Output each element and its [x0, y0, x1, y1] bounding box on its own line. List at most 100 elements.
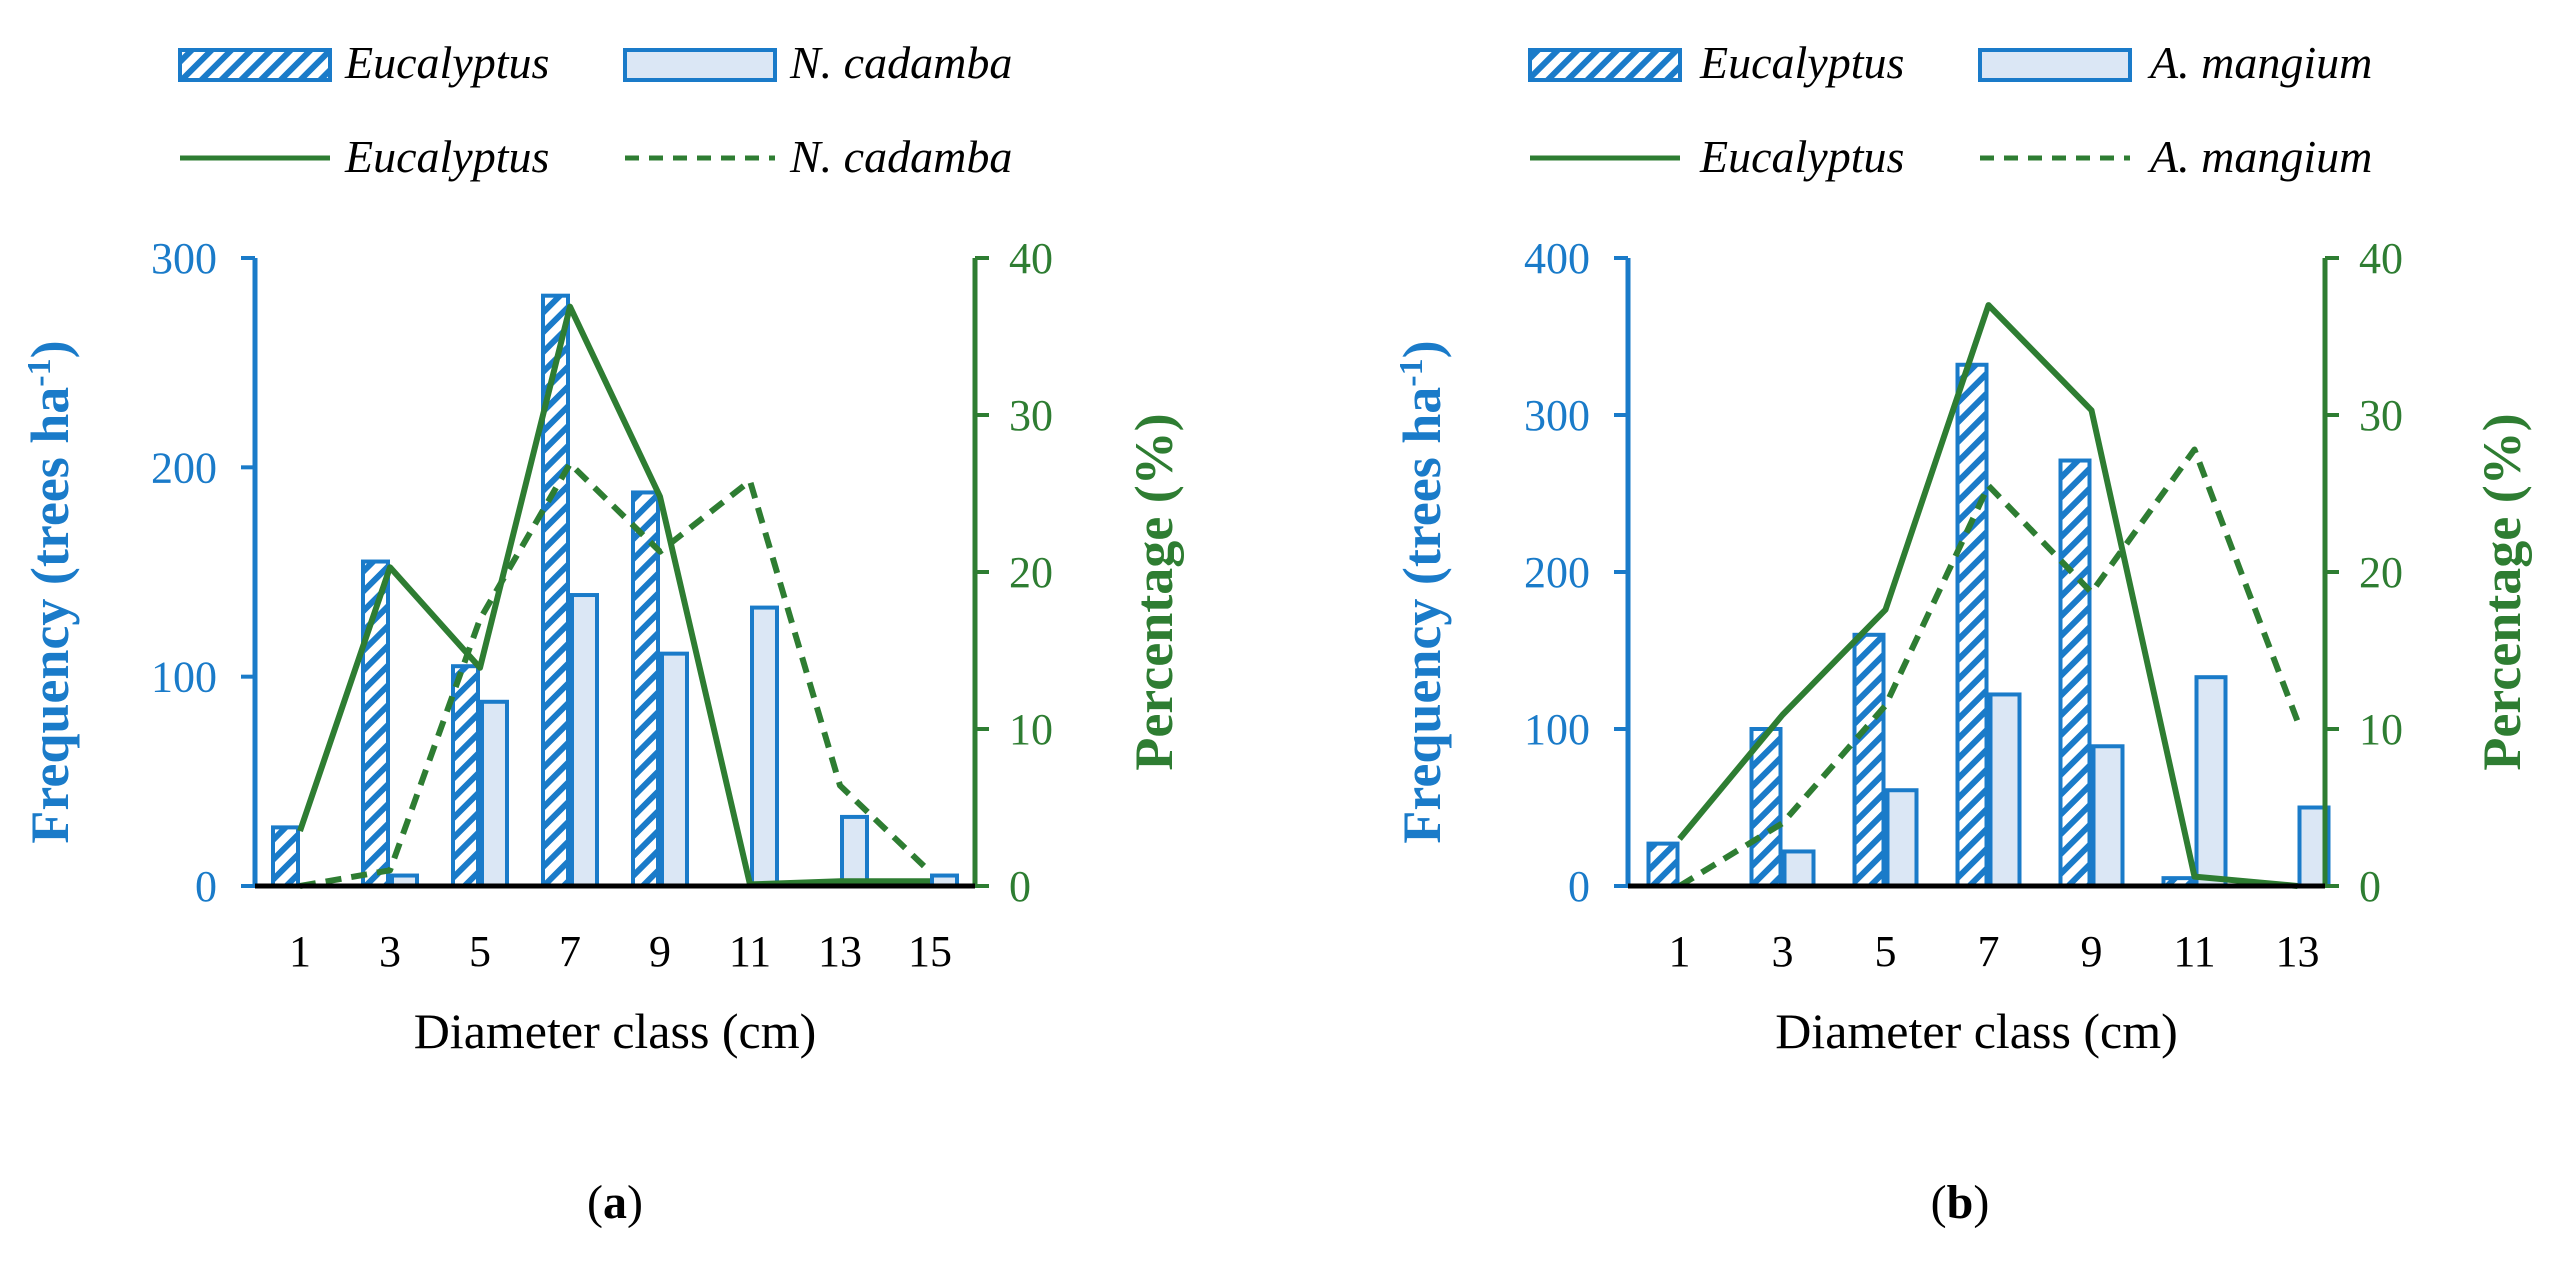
y-axis-title-close: ) [1392, 340, 1452, 358]
legend-label-bar-2: N. cadamba [789, 37, 1012, 88]
bar-series-2-11 [750, 605, 779, 888]
bar-series-1-7 [541, 293, 570, 888]
legend: Eucalyptus N. cadamba Eucalyptus N. cadamba [178, 37, 1012, 182]
panel-label-close: ) [1973, 1176, 1989, 1229]
y-tick-label: 300 [1524, 391, 1590, 440]
y2-axis-title: Percentage (%) [1124, 413, 1184, 770]
y-tick-label: 100 [151, 653, 217, 702]
bar-series-2-5 [1885, 788, 1919, 888]
x-tick-label: 7 [559, 927, 581, 976]
bar-series-1-5 [451, 664, 480, 889]
bar-series-1-7 [1955, 362, 1989, 888]
lines [1677, 302, 2301, 889]
bar-series-2-7 [570, 593, 599, 888]
x-tick-label: 1 [289, 927, 311, 976]
legend-swatch-bar-1 [178, 48, 332, 82]
bar-series-2-9 [2091, 744, 2125, 889]
x-tick-label: 13 [2276, 927, 2320, 976]
y2-tick-label: 0 [2359, 862, 2381, 911]
x-tick-label: 5 [469, 927, 491, 976]
panel-label-close: ) [627, 1176, 643, 1229]
x-tick-label: 3 [379, 927, 401, 976]
bar-series-1-1 [271, 825, 300, 888]
x-tick-label: 9 [649, 927, 671, 976]
legend-swatch-bar-2 [623, 48, 777, 82]
legend-label-bar-2: A. mangium [2147, 37, 2372, 88]
y2-tick-label: 10 [1009, 705, 1053, 754]
y2-tick-label: 0 [1009, 862, 1031, 911]
y2-tick-label: 20 [1009, 548, 1053, 597]
y2-tick-label: 10 [2359, 705, 2403, 754]
legend-label-bar-1: Eucalyptus [1699, 37, 1904, 88]
bar-series-1-1 [1646, 841, 1680, 888]
y2-tick-label: 30 [2359, 391, 2403, 440]
legend-swatch-bar-2 [1978, 48, 2132, 82]
x-axis-title: Diameter class (cm) [1775, 1003, 2178, 1059]
x-tick-label: 3 [1772, 927, 1794, 976]
bar-series-2-7 [1988, 692, 2022, 889]
x-tick-label: 5 [1875, 927, 1897, 976]
y-tick-label: 100 [1524, 705, 1590, 754]
legend: Eucalyptus A. mangium Eucalyptus A. mangium [1528, 37, 2372, 182]
legend-label-line-2: A. mangium [2147, 131, 2372, 182]
y2-tick-label: 40 [1009, 234, 1053, 283]
lines [297, 303, 933, 889]
x-tick-label: 13 [818, 927, 862, 976]
panel-a: Eucalyptus N. cadamba Eucalyptus N. cadamba… [20, 37, 1184, 1229]
panel-label: (a) [587, 1176, 643, 1229]
x-tick-label: 15 [908, 927, 952, 976]
y-axis-title: Frequency (trees ha-1) [20, 340, 80, 843]
bars [271, 293, 959, 889]
y-axis-title: Frequency (trees ha-1) [1392, 340, 1452, 843]
y-axis-title-close: ) [20, 340, 80, 358]
panel-label-open: ( [587, 1176, 603, 1229]
line-series-1 [1677, 302, 2298, 889]
bar-series-2-3 [1782, 849, 1816, 889]
y-tick-label: 300 [151, 234, 217, 283]
y2-axis-title: Percentage (%) [2472, 413, 2532, 770]
x-tick-label: 7 [1978, 927, 2000, 976]
line-series-1 [297, 303, 930, 888]
x-tick-label: 11 [729, 927, 771, 976]
panel-label-letter: a [603, 1176, 627, 1229]
y-tick-label: 200 [151, 443, 217, 492]
legend-label-bar-1: Eucalyptus [344, 37, 549, 88]
panel-b: Eucalyptus A. mangium Eucalyptus A. mangium… [1392, 37, 2532, 1229]
legend-label-line-1: Eucalyptus [344, 131, 549, 182]
x-axis-title: Diameter class (cm) [414, 1003, 817, 1059]
panel-label: (b) [1931, 1176, 1990, 1229]
y2-tick-label: 20 [2359, 548, 2403, 597]
bar-series-2-11 [2194, 675, 2228, 888]
line-series-2 [299, 460, 933, 889]
bar-series-2-9 [660, 651, 689, 889]
x-tick-label: 9 [2081, 927, 2103, 976]
bar-series-1-5 [1852, 632, 1886, 888]
y-axis-title-sup: -1 [1393, 358, 1430, 386]
y-tick-label: 0 [1568, 862, 1590, 911]
line-series-2 [1677, 446, 2301, 889]
x-tick-label: 1 [1669, 927, 1691, 976]
legend-swatch-bar-1 [1528, 48, 1682, 82]
legend-label-line-2: N. cadamba [789, 131, 1012, 182]
x-tick-label: 11 [2173, 927, 2215, 976]
bar-series-1-3 [1749, 727, 1783, 888]
panel-label-letter: b [1947, 1176, 1974, 1229]
panel-label-open: ( [1931, 1176, 1947, 1229]
y-axis-title-main: Frequency (trees ha [1392, 387, 1452, 844]
y-tick-label: 0 [195, 862, 217, 911]
legend-label-line-1: Eucalyptus [1699, 131, 1904, 182]
y-tick-label: 200 [1524, 548, 1590, 597]
y-axis-title-sup: -1 [21, 358, 58, 386]
y2-tick-label: 30 [1009, 391, 1053, 440]
bar-series-1-9 [2058, 458, 2092, 888]
bars [1646, 362, 2331, 889]
y-axis-title-main: Frequency (trees ha [20, 387, 80, 844]
y2-tick-label: 40 [2359, 234, 2403, 283]
bar-series-2-5 [480, 699, 509, 889]
bar-series-2-13 [840, 814, 869, 888]
bar-series-1-9 [631, 490, 660, 888]
y-tick-label: 400 [1524, 234, 1590, 283]
